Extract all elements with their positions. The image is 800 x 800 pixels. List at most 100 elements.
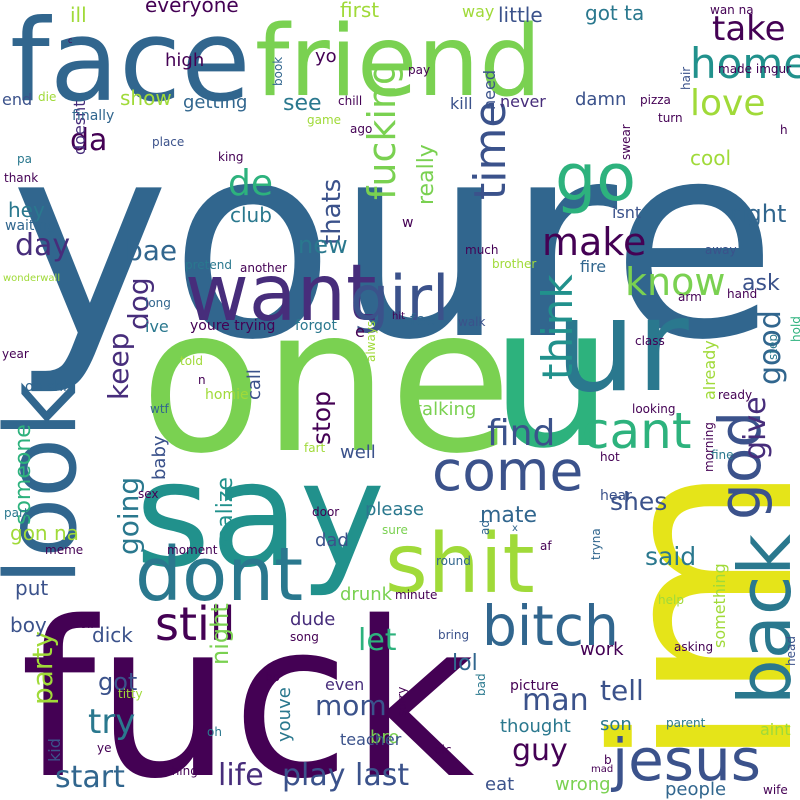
word-af: af xyxy=(540,539,552,553)
word-walk: walk xyxy=(458,315,486,329)
word-b: b xyxy=(604,753,612,767)
word-kill: kill xyxy=(450,94,473,113)
word-bro: bro xyxy=(370,727,399,748)
word-ready: ready xyxy=(718,388,752,402)
word-away: away xyxy=(705,243,737,257)
word-everyone: everyone xyxy=(145,0,239,17)
word-first: first xyxy=(340,0,379,22)
word-ad: ad xyxy=(478,520,492,535)
word-moment: moment xyxy=(167,543,218,557)
word-fart: fart xyxy=(304,441,326,455)
word-pay: pay xyxy=(408,63,430,77)
word-fine: fine xyxy=(711,448,734,462)
word-pizza: pizza xyxy=(640,93,671,107)
word-pa: pa xyxy=(17,152,32,166)
word-c: c xyxy=(68,36,72,45)
word-way: way xyxy=(462,2,494,21)
word-da: da xyxy=(70,123,107,158)
word-homie: homie xyxy=(205,387,249,403)
word-high: high xyxy=(165,50,204,71)
word-aint: aint xyxy=(760,720,791,739)
word-w: w xyxy=(402,215,413,231)
word-day: day xyxy=(15,228,70,263)
word-wtf: wtf xyxy=(150,402,170,416)
word-baby: baby xyxy=(149,435,170,480)
word-end: end xyxy=(2,90,32,109)
word-already: already xyxy=(700,340,719,400)
word-realize: realize xyxy=(213,477,238,550)
word-home: home xyxy=(690,39,800,88)
word-bring: bring xyxy=(438,628,469,642)
word-e: e xyxy=(355,322,365,341)
word-mad: mad xyxy=(591,764,613,775)
word-ago: ago xyxy=(350,122,372,136)
word-stop: stop xyxy=(307,391,336,445)
word-even: even xyxy=(325,675,364,694)
word-minute: minute xyxy=(395,588,437,602)
word-fucking: fucking xyxy=(360,61,404,200)
word-wan-na: wan na xyxy=(710,3,754,17)
word-man: man xyxy=(522,683,589,718)
word-mate: mate xyxy=(480,503,537,528)
word-son: son xyxy=(600,714,632,735)
word-u: u xyxy=(490,264,614,491)
word-work: work xyxy=(580,639,624,660)
word-meme: meme xyxy=(45,543,83,557)
word-thank: thank xyxy=(4,171,38,185)
word-youre: youre xyxy=(10,84,777,399)
word-someone: someone xyxy=(11,424,36,525)
word-said: said xyxy=(645,542,696,571)
word-waiting: waiting xyxy=(5,218,56,234)
word-swear: swear xyxy=(619,124,633,160)
word-getting: getting xyxy=(183,92,247,113)
word-hey: hey xyxy=(8,198,45,222)
word-think: think xyxy=(533,274,582,380)
word-well: well xyxy=(340,442,376,463)
word-one: one xyxy=(140,265,512,498)
word-hit: hit xyxy=(392,311,405,322)
word-chill: chill xyxy=(338,94,362,108)
word-put: put xyxy=(15,576,48,600)
word-asking: asking xyxy=(674,640,713,654)
word-sorry: sorry xyxy=(395,687,409,717)
word-hot: hot xyxy=(600,450,620,464)
word-hand: hand xyxy=(727,287,757,301)
word-youre-trying: youre trying xyxy=(190,318,275,334)
word-forgot: forgot xyxy=(295,318,337,334)
word-give: give xyxy=(738,396,773,460)
word-cool: cool xyxy=(690,146,731,170)
word-much: much xyxy=(465,243,499,257)
word-told: told xyxy=(180,354,203,368)
word-call: call xyxy=(244,369,265,400)
word-good: good xyxy=(753,310,788,385)
word-party: party xyxy=(26,631,59,705)
word-shit: shit xyxy=(385,517,535,612)
word-picture: picture xyxy=(510,678,559,694)
word-going: going xyxy=(112,477,145,555)
word-step: step xyxy=(766,334,780,360)
word-looking: looking xyxy=(632,402,676,416)
word-youve: youve xyxy=(274,687,295,742)
word-shes: shes xyxy=(610,487,667,516)
word-isnt: isnt xyxy=(612,203,641,222)
word-song: song xyxy=(290,630,319,644)
word-dick: dick xyxy=(92,623,133,647)
word-god: god xyxy=(706,411,774,520)
word-face: face xyxy=(10,0,251,127)
word-hold: hold xyxy=(789,316,800,342)
word-take: take xyxy=(712,9,786,49)
word-show: show xyxy=(120,86,172,110)
word-really: really xyxy=(414,144,439,205)
word-jesus: jesus xyxy=(610,726,761,794)
word-round: round xyxy=(436,554,471,568)
word-wonderwall: wonderwall xyxy=(3,273,60,284)
word-feel: feel xyxy=(410,310,440,329)
word-say: say xyxy=(135,431,385,600)
word-last: last xyxy=(355,758,409,793)
word-h: h xyxy=(780,123,788,137)
word-new: new xyxy=(298,231,348,259)
word-look: look xyxy=(0,381,99,585)
word-long: long xyxy=(145,296,171,310)
word-keep: keep xyxy=(102,333,135,400)
